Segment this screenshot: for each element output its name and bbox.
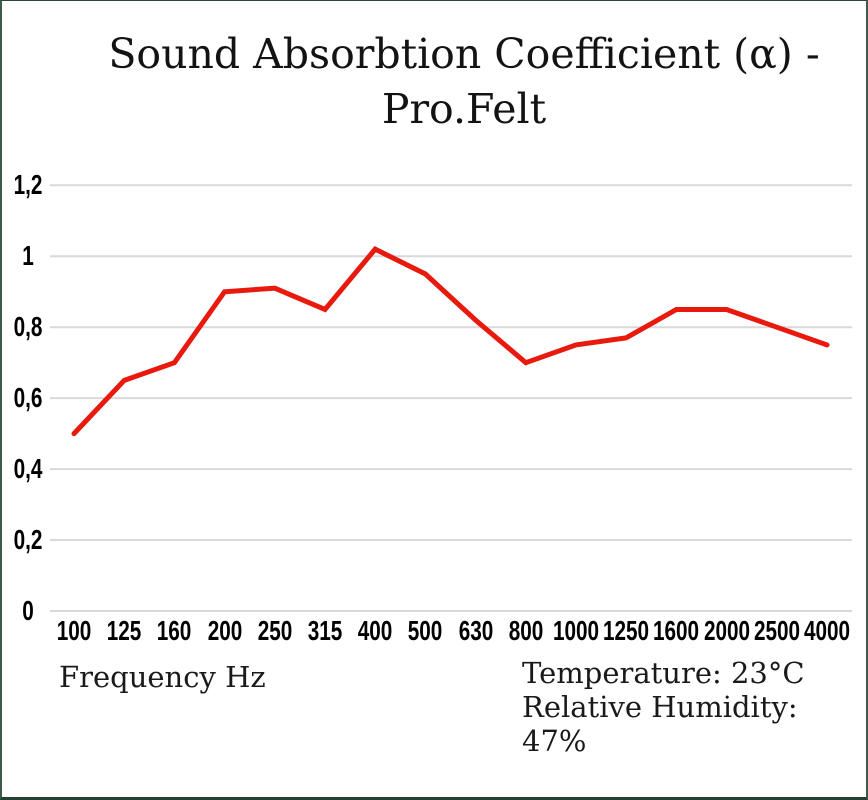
x-tick-label: 100 — [56, 615, 92, 646]
y-tick-label: 0,2 — [13, 524, 43, 556]
y-tick-label: 0 — [22, 595, 34, 626]
y-tick-label: 0,8 — [13, 311, 43, 343]
x-tick-label: 500 — [408, 615, 443, 646]
series-line-pro-felt — [71, 246, 830, 437]
temperature-note: Temperature: 23°C — [522, 656, 805, 690]
chart-title-line1: Sound Absorbtion Coefficient (α) - — [108, 30, 820, 78]
x-tick-label: 4000 — [803, 615, 851, 646]
x-tick-label: 125 — [106, 615, 142, 646]
y-tick-label: 1 — [22, 240, 34, 272]
x-tick-label: 200 — [207, 615, 242, 646]
x-tick-label: 315 — [307, 615, 343, 646]
humidity-note: Relative Humidity: 47% — [522, 690, 798, 758]
y-tick-label: 0,6 — [13, 382, 43, 414]
x-tick-label: 630 — [458, 615, 493, 646]
x-tick-label: 1600 — [653, 615, 700, 646]
chart-title: Sound Absorbtion Coefficient (α) - Pro.F… — [62, 27, 866, 137]
measurement-conditions: Temperature: 23°C Relative Humidity: 47% — [522, 656, 866, 758]
x-tick-label: 2000 — [703, 615, 750, 646]
chart-title-line2: Pro.Felt — [381, 85, 547, 133]
x-tick-label: 800 — [508, 615, 544, 646]
x-tick-label: 1000 — [552, 615, 600, 646]
x-tick-label: 2500 — [753, 615, 800, 646]
x-tick-label: 250 — [257, 615, 293, 646]
x-tick-label: 400 — [357, 615, 393, 646]
x-tick-label: 160 — [157, 615, 192, 646]
x-axis-title: Frequency Hz — [59, 660, 266, 694]
x-tick-label: 1250 — [603, 615, 650, 646]
y-tick-label: 1,2 — [13, 169, 43, 201]
y-tick-label: 0,4 — [13, 453, 43, 485]
